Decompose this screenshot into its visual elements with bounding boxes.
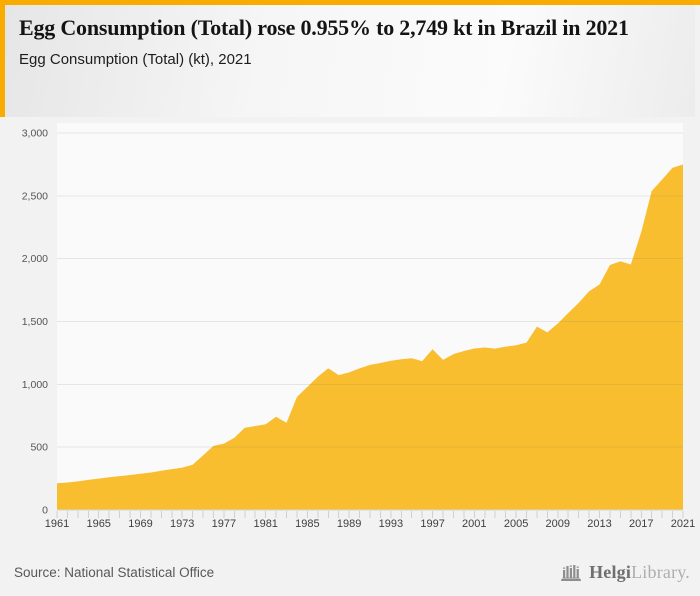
helgilibrary-logo[interactable]: Helgi Library. xyxy=(560,561,690,583)
x-axis-label: 2013 xyxy=(587,518,611,530)
y-axis-label: 2,000 xyxy=(22,253,48,265)
x-axis-label: 1969 xyxy=(128,518,152,530)
footer: Source: National Statistical Office Helg… xyxy=(0,548,700,596)
source-note: Source: National Statistical Office xyxy=(14,564,215,580)
logo-text-library: Library. xyxy=(631,561,690,582)
x-axis-label: 1981 xyxy=(253,518,277,530)
x-axis-label: 2001 xyxy=(462,518,486,530)
x-axis-label: 1977 xyxy=(212,518,236,530)
x-axis-label: 2021 xyxy=(671,518,695,530)
page-title: Egg Consumption (Total) rose 0.955% to 2… xyxy=(19,15,629,40)
x-axis-label: 2017 xyxy=(629,518,653,530)
y-axis-label: 2,500 xyxy=(22,190,48,202)
y-axis-label: 1,000 xyxy=(22,379,48,391)
accent-topbar xyxy=(0,0,700,5)
y-axis-label: 500 xyxy=(30,442,48,454)
x-axis-label: 1989 xyxy=(337,518,361,530)
x-axis-label: 1961 xyxy=(45,518,69,530)
x-axis-label: 2009 xyxy=(546,518,570,530)
logo-text-helgi: Helgi xyxy=(589,561,632,582)
x-axis-label: 1993 xyxy=(379,518,403,530)
bar-chart-logo-icon xyxy=(561,565,581,581)
chart-header: Egg Consumption (Total) rose 0.955% to 2… xyxy=(0,5,695,117)
y-axis-label: 0 xyxy=(42,505,48,517)
x-axis-label: 1997 xyxy=(420,518,444,530)
x-axis-label: 1965 xyxy=(86,518,110,530)
y-axis-label: 3,000 xyxy=(22,128,48,140)
x-axis-label: 1973 xyxy=(170,518,194,530)
area-series-egg-consumption[interactable] xyxy=(57,164,683,511)
x-axis-label: 1985 xyxy=(295,518,319,530)
chart-subtitle: Egg Consumption (Total) (kt), 2021 xyxy=(19,51,252,68)
y-axis-label: 1,500 xyxy=(22,316,48,328)
x-axis-label: 2005 xyxy=(504,518,528,530)
